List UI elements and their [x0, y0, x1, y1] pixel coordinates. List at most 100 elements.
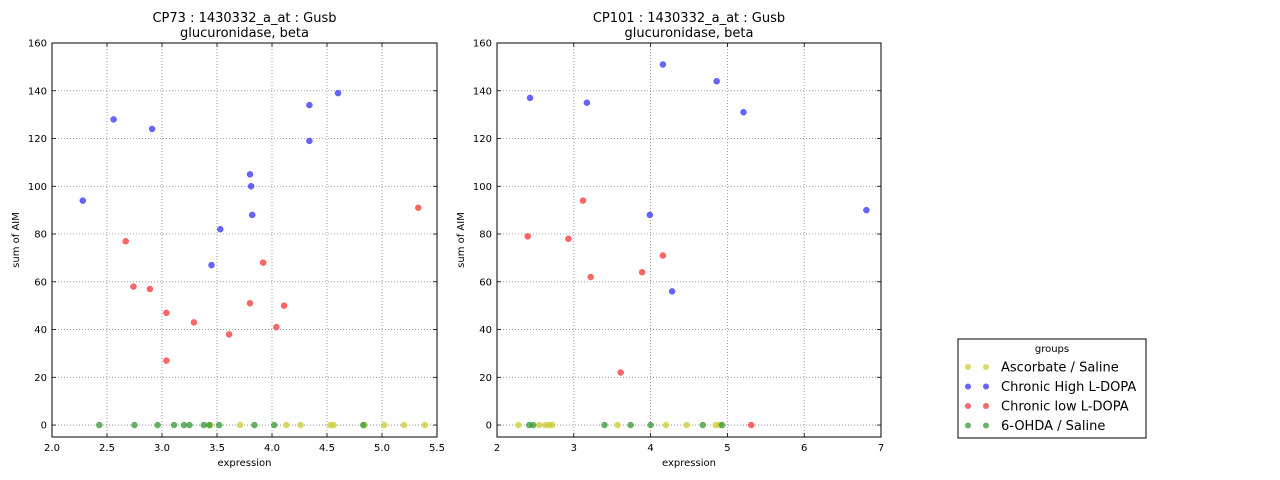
y-tick-label: 140 [28, 86, 47, 97]
y-tick-label: 40 [479, 325, 492, 336]
legend-marker [965, 364, 971, 370]
data-point [529, 421, 537, 429]
data-point [747, 421, 755, 429]
data-point [148, 125, 156, 133]
legend-marker [983, 403, 989, 409]
data-point [110, 116, 117, 123]
y-tick-label: 60 [34, 277, 47, 288]
legend-marker [965, 403, 971, 409]
data-point [297, 421, 304, 429]
data-point [400, 421, 408, 429]
data-point [306, 137, 313, 145]
legend-entry-label: Chronic low L-DOPA [1001, 400, 1129, 415]
data-point [251, 421, 258, 429]
legend-entry-label: Ascorbate / Saline [1001, 361, 1119, 376]
data-point [565, 235, 572, 243]
y-tick-label: 20 [479, 373, 492, 384]
data-point [659, 61, 667, 68]
data-point [415, 204, 422, 212]
x-tick-label: 4.5 [319, 443, 335, 454]
data-point [601, 421, 608, 429]
data-point [334, 89, 342, 97]
x-tick-label: 4 [647, 443, 653, 454]
data-point [186, 421, 193, 429]
chart-subtitle: glucuronidase, beta [180, 26, 309, 41]
data-point [668, 288, 676, 295]
y-tick-label: 160 [473, 39, 492, 50]
chart-cp73: CP73 : 1430332_a_at : Gusbglucuronidase,… [11, 11, 445, 469]
data-point [646, 211, 654, 219]
data-point [206, 421, 213, 429]
data-point [360, 421, 367, 429]
y-tick-label: 100 [473, 182, 492, 193]
data-point [740, 108, 747, 116]
data-point [215, 421, 223, 429]
legend-marker [983, 364, 989, 370]
data-point [180, 421, 188, 429]
data-point [524, 233, 531, 240]
y-tick-label: 160 [28, 39, 47, 50]
data-point [713, 77, 720, 85]
x-tick-label: 2.0 [44, 443, 60, 454]
y-tick-label: 20 [34, 373, 47, 384]
plot-frame [496, 42, 882, 438]
data-point [863, 206, 870, 214]
x-tick-label: 5.0 [374, 443, 390, 454]
y-tick-label: 120 [473, 134, 492, 145]
legend-marker [965, 383, 971, 390]
y-tick-label: 40 [34, 325, 47, 336]
chart-subtitle: glucuronidase, beta [625, 26, 754, 41]
legend-marker [965, 422, 971, 429]
legend-marker [983, 383, 989, 390]
legend-entry-label: 6-OHDA / Saline [1001, 419, 1105, 434]
y-tick-label: 100 [28, 182, 47, 193]
x-tick-label: 3 [571, 443, 577, 454]
y-tick-label: 80 [479, 230, 492, 241]
y-axis-label: sum of AIM [456, 212, 467, 268]
data-point [246, 300, 254, 307]
data-point [154, 421, 161, 429]
data-point [163, 309, 170, 317]
x-tick-label: 3.5 [209, 443, 225, 454]
chart-title: CP73 : 1430332_a_at : Gusb [152, 11, 336, 26]
data-point [638, 268, 646, 276]
x-tick-label: 3.0 [154, 443, 170, 454]
data-point [659, 252, 667, 259]
legend-title: groups [1035, 344, 1069, 355]
legend-box [957, 338, 1147, 439]
x-tick-label: 4.0 [264, 443, 280, 454]
y-tick-label: 140 [473, 86, 492, 97]
data-point [587, 273, 594, 281]
data-point [526, 94, 534, 102]
data-point [579, 197, 587, 204]
data-point [330, 421, 337, 429]
data-point [225, 331, 233, 338]
legend-marker [983, 422, 989, 429]
x-tick-label: 6 [801, 443, 807, 454]
data-point [122, 237, 129, 245]
legend-entry-label: Chronic High L-DOPA [1001, 380, 1136, 395]
data-point [515, 421, 522, 429]
data-point [583, 99, 591, 106]
y-tick-label: 120 [28, 134, 47, 145]
x-tick-label: 2.5 [99, 443, 115, 454]
data-point [280, 302, 288, 309]
legend: groups Ascorbate / Saline Chronic High L-D… [957, 338, 1147, 439]
data-point [718, 421, 726, 429]
data-point [617, 369, 624, 376]
chart-title: CP101 : 1430332_a_at : Gusb [593, 11, 785, 26]
data-point [306, 101, 313, 109]
data-point [549, 421, 556, 429]
data-point [217, 226, 224, 233]
data-point [131, 421, 138, 429]
data-point [699, 421, 707, 429]
data-point [270, 421, 278, 429]
data-point [273, 323, 280, 331]
data-point [380, 421, 388, 429]
x-tick-label: 5.5 [429, 443, 445, 454]
data-point [190, 319, 198, 326]
x-tick-label: 2 [494, 443, 500, 454]
y-axis-label: sum of AIM [11, 212, 22, 268]
data-point [683, 421, 690, 429]
